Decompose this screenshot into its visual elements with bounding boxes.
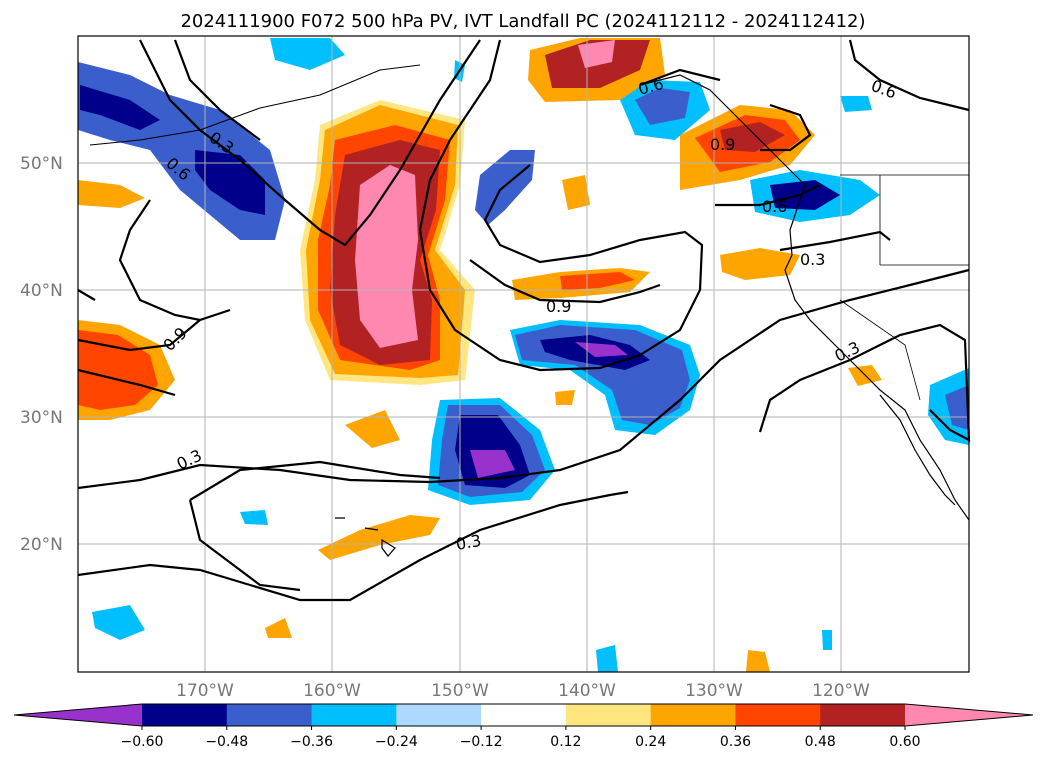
colorbar-segment bbox=[226, 704, 313, 726]
pv-negative-patch bbox=[92, 605, 145, 640]
contour-line bbox=[77, 308, 231, 397]
lon-label: 140°W bbox=[558, 681, 616, 701]
lon-label: 120°W bbox=[812, 681, 870, 701]
colorbar-tick-label: −0.12 bbox=[460, 734, 503, 750]
ivt-contours bbox=[77, 39, 971, 602]
colorbar: −0.60 −0.48 −0.36 −0.24 −0.12 0.12 0.24 0.36 0.4… bbox=[13, 703, 1034, 750]
pv-positive-patch bbox=[562, 175, 590, 210]
coastlines bbox=[89, 64, 970, 557]
contour-label: 0.6 bbox=[762, 197, 787, 216]
longitude-labels: 170°W 160°W 150°W 140°W 130°W 120°W bbox=[176, 681, 870, 701]
pv-positive-patch bbox=[555, 390, 575, 405]
hawaii bbox=[335, 517, 396, 557]
colorbar-segment bbox=[650, 704, 736, 726]
pv-negative-patch bbox=[596, 645, 618, 672]
contour-line bbox=[77, 268, 970, 490]
colorbar-segment bbox=[396, 704, 482, 726]
colorbar-tick-label: −0.60 bbox=[121, 734, 164, 750]
colorbar-extend-low bbox=[14, 704, 142, 726]
gridlines bbox=[78, 36, 969, 672]
pv-negative-patch bbox=[470, 450, 515, 478]
lat-label: 20°N bbox=[20, 535, 63, 555]
north-america-coast bbox=[639, 74, 970, 521]
pv-positive-patch bbox=[265, 618, 292, 638]
contour-label: 0.9 bbox=[710, 135, 735, 154]
latitude-labels: 50°N 40°N 30°N 20°N bbox=[20, 154, 63, 555]
contour-line bbox=[758, 323, 971, 442]
pv-negative-patch bbox=[840, 96, 872, 112]
contour-line bbox=[639, 68, 891, 252]
contour-line bbox=[418, 39, 704, 372]
colorbar-segment bbox=[565, 704, 652, 726]
colorbar-segment bbox=[311, 704, 397, 726]
colorbar-tick-label: −0.36 bbox=[290, 734, 333, 750]
pv-shading bbox=[78, 38, 969, 672]
contour-line bbox=[118, 39, 261, 322]
colorbar-tick-label: 0.36 bbox=[720, 734, 751, 750]
lat-label: 40°N bbox=[20, 281, 63, 301]
lon-label: 130°W bbox=[685, 681, 743, 701]
pv-positive-patch bbox=[720, 248, 800, 280]
map-title: 2024111900 F072 500 hPa PV, IVT Landfall… bbox=[180, 11, 865, 32]
pv-positive-patch bbox=[78, 180, 145, 208]
contour-line bbox=[77, 289, 96, 301]
colorbar-segment bbox=[735, 704, 821, 726]
contour-line bbox=[139, 39, 481, 247]
map-frame bbox=[77, 35, 970, 673]
pv-negative-patch bbox=[770, 180, 840, 210]
pv-negative-patch bbox=[80, 85, 160, 130]
colorbar-tick-label: −0.48 bbox=[205, 734, 248, 750]
pv-positive-patch bbox=[318, 515, 440, 560]
pv-negative-patch bbox=[240, 510, 268, 525]
aleutians bbox=[89, 64, 421, 146]
pv-negative-patch bbox=[822, 630, 832, 650]
map-panel: 0.3 0.6 0.9 0.3 0.6 0.9 0.6 0.3 0.3 0.3 … bbox=[77, 35, 971, 673]
contour-line bbox=[188, 460, 441, 592]
contour-label: 0.3 bbox=[800, 250, 825, 269]
lat-label: 50°N bbox=[20, 154, 63, 174]
pv-negative-patch bbox=[270, 38, 345, 70]
pv-positive-patch bbox=[560, 272, 635, 290]
state-borders bbox=[839, 174, 969, 401]
colorbar-tick-label: 0.12 bbox=[550, 734, 581, 750]
lat-label: 30°N bbox=[20, 408, 63, 428]
baja-coast bbox=[879, 394, 956, 506]
pv-positive-patch bbox=[746, 650, 770, 672]
colorbar-tick-label: 0.24 bbox=[635, 734, 666, 750]
colorbar-tick-label: 0.48 bbox=[805, 734, 836, 750]
contour-line bbox=[848, 39, 970, 112]
pv-negative-patch bbox=[945, 385, 969, 430]
colorbar-segment bbox=[820, 704, 906, 726]
pv-positive-patch bbox=[345, 410, 400, 448]
pv-negative-patch bbox=[635, 88, 690, 125]
pv-negative-patch bbox=[475, 150, 535, 225]
colorbar-tick-label: −0.24 bbox=[375, 734, 418, 750]
contour-line bbox=[469, 259, 661, 304]
contour-label: 0.3 bbox=[454, 531, 482, 554]
contour-label: 0.9 bbox=[546, 297, 571, 316]
lon-label: 160°W bbox=[303, 681, 361, 701]
colorbar-tick-label: 0.60 bbox=[889, 734, 920, 750]
pv-positive-patch bbox=[355, 165, 418, 348]
pv-positive-patch bbox=[720, 122, 785, 152]
lon-label: 150°W bbox=[431, 681, 489, 701]
lon-label: 170°W bbox=[176, 681, 234, 701]
colorbar-extend-high bbox=[905, 704, 1033, 726]
contour-line bbox=[77, 490, 629, 602]
colorbar-segment bbox=[142, 704, 228, 726]
colorbar-segment bbox=[481, 704, 567, 726]
pv-negative-patch bbox=[575, 342, 628, 357]
